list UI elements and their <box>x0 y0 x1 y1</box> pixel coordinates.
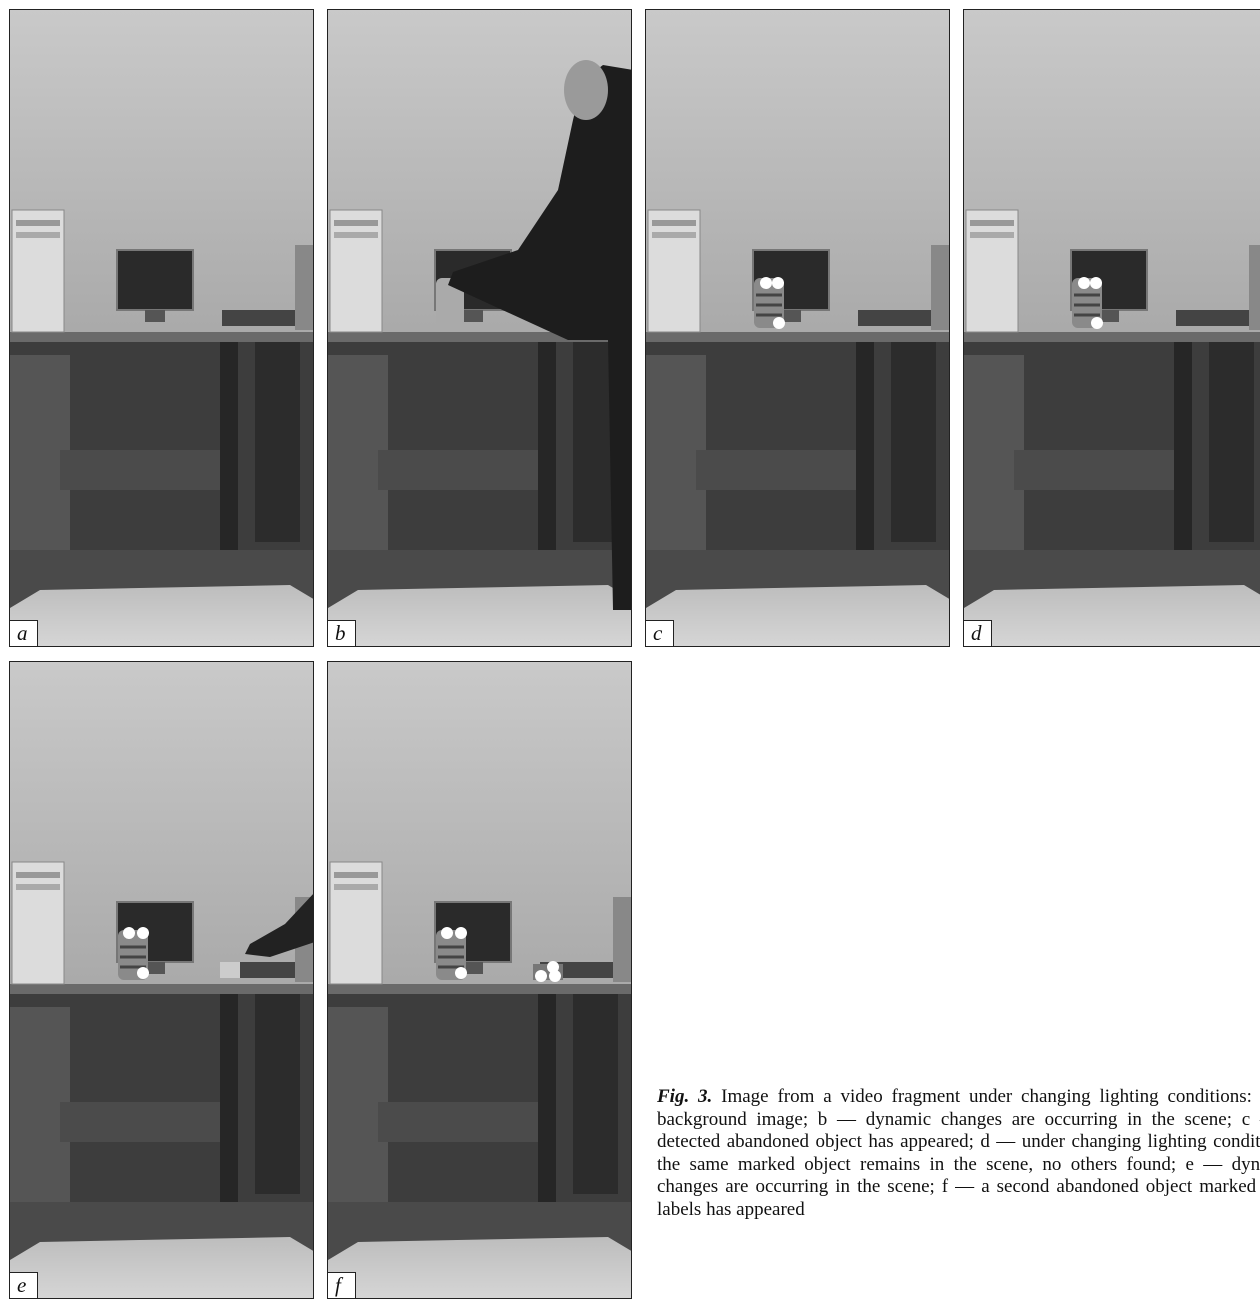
panel-label: a <box>10 620 38 646</box>
panel: b <box>327 9 632 647</box>
page: a b c d e f Fig. 3. Image from a video f… <box>0 0 1260 1298</box>
panel: e <box>9 661 314 1299</box>
panel-label: c <box>646 620 674 646</box>
photo <box>964 10 1260 647</box>
panel: d <box>963 9 1260 647</box>
panel-label: e <box>10 1272 38 1298</box>
photo <box>328 662 632 1299</box>
photo <box>646 10 950 647</box>
panel-label: d <box>964 620 992 646</box>
photo <box>328 10 632 647</box>
photo <box>10 10 314 647</box>
panel-label: b <box>328 620 356 646</box>
caption-text: Image from a video fragment under changi… <box>657 1086 1260 1220</box>
panel: c <box>645 9 950 647</box>
photo <box>10 662 314 1299</box>
panel: f <box>327 661 632 1299</box>
caption-label: Fig. 3. <box>657 1086 712 1107</box>
panel: a <box>9 9 314 647</box>
caption: Fig. 3. Image from a video fragment unde… <box>657 1086 1260 1221</box>
panel-label: f <box>328 1272 356 1298</box>
